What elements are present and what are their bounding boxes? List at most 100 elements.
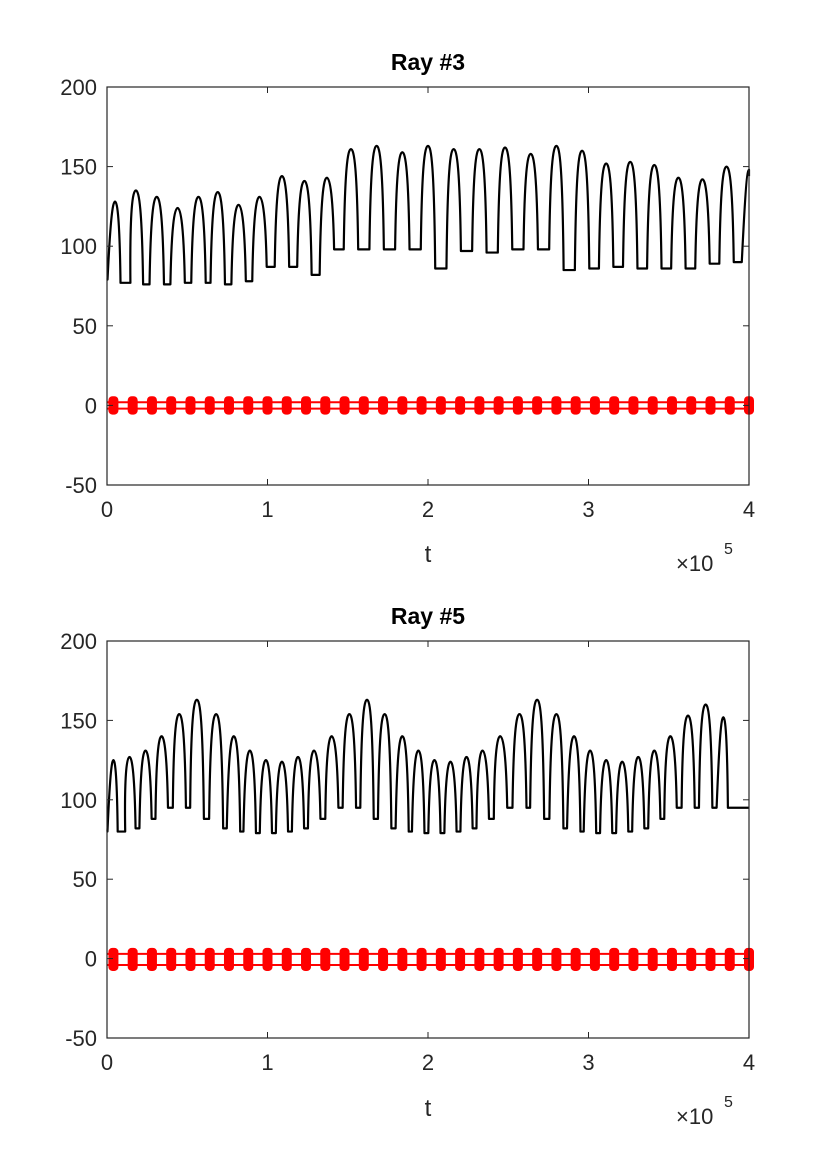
x-axis-title: t [425, 1095, 432, 1122]
series-marker-red [474, 947, 485, 971]
series-marker-red [416, 947, 427, 971]
series-marker-red [416, 396, 427, 415]
series-marker-red [609, 947, 620, 971]
series-line-black [106, 698, 749, 835]
series-marker-red [223, 947, 234, 971]
series-marker-red [589, 947, 600, 971]
x-exponent-power: 5 [724, 541, 733, 558]
series-marker-red [435, 947, 446, 971]
series-marker-red [512, 947, 523, 971]
series-marker-red [185, 396, 196, 415]
series-marker-red [570, 396, 581, 415]
plot-area [106, 698, 754, 971]
series-marker-red [628, 947, 639, 971]
series-marker-red [301, 396, 312, 415]
series-marker-red [204, 396, 215, 415]
series-line-black [106, 144, 751, 286]
series-marker-red [686, 396, 697, 415]
series-marker-red [108, 396, 119, 415]
x-tick-label: 0 [101, 1050, 113, 1075]
series-marker-red [666, 396, 677, 415]
series-marker-red [474, 396, 485, 415]
series-marker-red [378, 396, 389, 415]
series-marker-red [589, 396, 600, 415]
x-exponent-power: 5 [724, 1094, 733, 1111]
chart-title: Ray #5 [391, 603, 465, 629]
series-marker-red [243, 947, 254, 971]
series-marker-red [705, 947, 716, 971]
series-marker-red [166, 947, 177, 971]
x-tick-label: 1 [261, 1050, 273, 1075]
series-marker-red [243, 396, 254, 415]
series-marker-red [724, 947, 735, 971]
y-tick-label: 50 [73, 867, 97, 892]
y-tick-label: 0 [85, 947, 97, 972]
series-marker-red [455, 396, 466, 415]
series-marker-red [570, 947, 581, 971]
series-marker-red [435, 396, 446, 415]
x-tick-label: 4 [743, 1050, 755, 1075]
series-marker-red [724, 396, 735, 415]
series-marker-red [551, 947, 562, 971]
x-axis-title: t [425, 541, 432, 568]
axes-box [106, 640, 750, 1039]
series-marker-red [455, 947, 466, 971]
series-marker-red [551, 396, 562, 415]
y-tick-label: 200 [60, 75, 97, 100]
series-marker-red [185, 947, 196, 971]
series-marker-red [705, 396, 716, 415]
x-exponent-label: ×10 [676, 1104, 713, 1129]
series-marker-red [378, 947, 389, 971]
y-tick-label: 50 [73, 314, 97, 339]
plot-area [106, 144, 754, 415]
y-tick-label: -50 [65, 1026, 97, 1051]
series-marker-red [146, 947, 157, 971]
series-marker-red [647, 396, 658, 415]
series-marker-red [628, 396, 639, 415]
x-tick-label: 3 [582, 497, 594, 522]
y-tick-label: 200 [60, 629, 97, 654]
x-tick-label: 0 [101, 497, 113, 522]
series-marker-red [666, 947, 677, 971]
series-marker-red [686, 947, 697, 971]
series-marker-red [320, 947, 331, 971]
series-marker-red [127, 396, 138, 415]
y-tick-label: 150 [60, 155, 97, 180]
series-marker-red [281, 947, 292, 971]
y-tick-label: 100 [60, 234, 97, 259]
series-marker-red [493, 396, 504, 415]
x-exponent-label: ×10 [676, 551, 713, 576]
series-marker-red [320, 396, 331, 415]
series-marker-red [339, 947, 350, 971]
series-marker-red [397, 396, 408, 415]
series-marker-red [146, 396, 157, 415]
series-marker-red [493, 947, 504, 971]
y-tick-label: -50 [65, 473, 97, 498]
series-marker-red [223, 396, 234, 415]
series-marker-red [512, 396, 523, 415]
series-marker-red [166, 396, 177, 415]
series-marker-red [358, 396, 369, 415]
series-marker-red [262, 947, 273, 971]
y-tick-label: 100 [60, 788, 97, 813]
series-marker-red [262, 396, 273, 415]
series-marker-red [358, 947, 369, 971]
y-tick-label: 0 [85, 393, 97, 418]
x-tick-label: 1 [261, 497, 273, 522]
y-tick-label: 150 [60, 708, 97, 733]
series-marker-red [647, 947, 658, 971]
series-marker-red [108, 947, 119, 971]
x-tick-label: 2 [422, 1050, 434, 1075]
x-tick-label: 2 [422, 497, 434, 522]
series-marker-red [301, 947, 312, 971]
series-marker-red [609, 396, 620, 415]
series-marker-red [339, 396, 350, 415]
series-marker-red [281, 396, 292, 415]
series-marker-red [397, 947, 408, 971]
x-tick-label: 3 [582, 1050, 594, 1075]
